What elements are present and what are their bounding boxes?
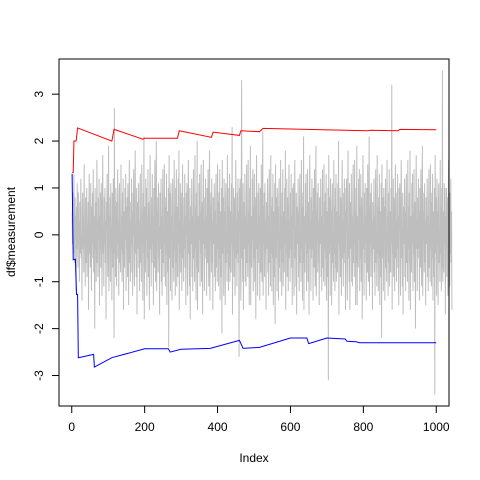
x-axis: 0 200 400 600 800 1000 (68, 405, 450, 434)
x-tick-label: 0 (68, 420, 75, 434)
x-tick-label: 1000 (423, 420, 450, 434)
y-tick-label: -3 (32, 370, 46, 381)
y-tick-label: 3 (32, 91, 46, 98)
y-tick-label: 1 (32, 184, 46, 191)
series-line-measurement (71, 70, 453, 395)
x-tick-label: 400 (208, 420, 228, 434)
series-layer (71, 70, 453, 395)
x-axis-title: Index (239, 451, 268, 465)
y-axis-title: df$measurement (4, 186, 18, 277)
x-tick-label: 600 (280, 420, 300, 434)
y-axis: -3 -2 -1 0 1 2 3 (32, 91, 60, 381)
x-tick-label: 200 (135, 420, 155, 434)
y-tick-label: -1 (32, 276, 46, 287)
series-line-lower (71, 173, 437, 368)
y-tick-label: -2 (32, 323, 46, 334)
series-line-upper (72, 127, 437, 173)
y-tick-label: 2 (32, 137, 46, 144)
x-tick-label: 800 (353, 420, 373, 434)
y-tick-label: 0 (32, 231, 46, 238)
